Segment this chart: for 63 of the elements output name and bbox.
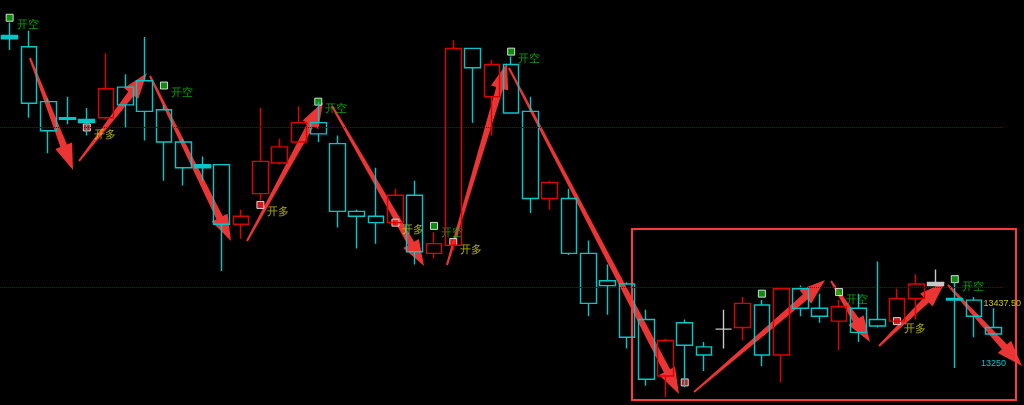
candlestick [521, 96, 540, 214]
candlestick [560, 188, 578, 256]
candlestick [618, 281, 636, 350]
data-label: 开多 [903, 321, 926, 335]
data-label: 开多 [267, 205, 290, 219]
point [507, 47, 516, 56]
candlestick [483, 59, 501, 137]
point [159, 81, 168, 90]
candlestick [97, 52, 115, 121]
candlestick [984, 307, 1003, 335]
candlestick [579, 239, 598, 317]
candlestick [868, 260, 887, 329]
candlestick [791, 284, 810, 317]
candlestick [174, 138, 193, 187]
candlestick [753, 299, 771, 367]
candlestick [810, 292, 829, 324]
point [5, 13, 14, 22]
candlestick [77, 107, 96, 137]
candlestick [656, 338, 675, 398]
candlestick [0, 21, 19, 51]
candlestick [367, 167, 385, 245]
candlestick [193, 155, 212, 182]
candlestick [502, 55, 520, 114]
candlestick [714, 309, 733, 350]
candlestick [425, 231, 443, 259]
point [757, 289, 766, 298]
candlestick [155, 104, 173, 182]
candlestick [926, 268, 945, 287]
candlestick [39, 97, 58, 154]
data-label: 开空 [518, 52, 541, 66]
point [950, 275, 959, 284]
candlestick [965, 296, 983, 338]
candlestick [212, 163, 231, 272]
point [256, 200, 265, 209]
data-label: 开空 [961, 279, 984, 293]
candlestick [907, 273, 926, 321]
candlestick [290, 105, 308, 143]
point [429, 221, 438, 230]
candlestick [232, 209, 250, 240]
candlestick [135, 36, 154, 142]
candlestick [540, 180, 559, 211]
candlestick [270, 138, 289, 166]
candlestick [116, 73, 135, 129]
data-label: 开空 [170, 86, 193, 100]
candlestick [328, 134, 347, 229]
candlestick [598, 263, 617, 316]
candlestick [830, 299, 848, 351]
candlestick [733, 296, 752, 342]
candlestick [695, 341, 713, 372]
candlestick [58, 96, 77, 125]
candlestick [463, 47, 482, 124]
candlestick [386, 188, 405, 225]
point [314, 97, 323, 106]
candlestick [347, 209, 366, 250]
candlestick [251, 107, 270, 201]
candlestick [675, 318, 694, 388]
point [835, 288, 844, 297]
candlestick [637, 309, 656, 387]
candlestick [772, 288, 791, 384]
y-tick-label: 13250 [980, 358, 1006, 369]
candlestick [20, 29, 38, 119]
data-label: 开多 [460, 242, 483, 256]
data-label: 开空 [16, 18, 39, 32]
